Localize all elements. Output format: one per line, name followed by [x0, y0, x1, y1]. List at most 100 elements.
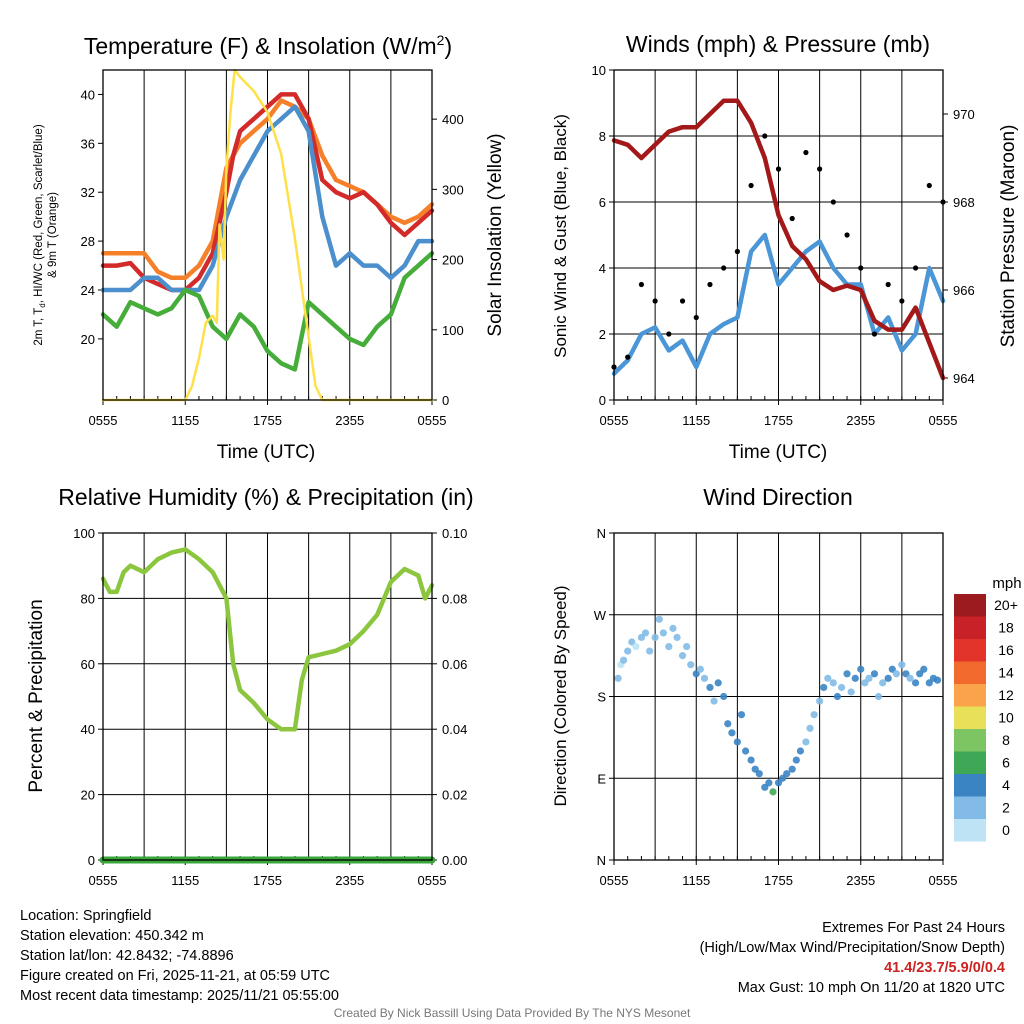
temp-x-tick-label: 1755	[253, 413, 282, 428]
direction-scatter-point	[710, 697, 718, 705]
wind-series-gust-point	[775, 166, 782, 172]
colorbar-label: 0	[1002, 822, 1010, 838]
extremes-info: Extremes For Past 24 Hours (High/Low/Max…	[700, 918, 1005, 998]
direction-scatter-point	[724, 720, 732, 728]
wind-y-right-tick-label: 966	[953, 283, 975, 298]
extremes-values: 41.4/23.7/5.9/0/0.4	[884, 960, 1005, 976]
rh-y-tick-label: 80	[81, 591, 95, 606]
direction-scatter-point	[646, 647, 654, 655]
temp-y-tick-label: 32	[81, 185, 95, 200]
direction-scatter-point	[933, 676, 942, 684]
colorbar-label: 14	[998, 665, 1014, 681]
wind-x-tick-label: 1155	[682, 413, 710, 428]
temp-y-tick-label: 40	[81, 87, 95, 102]
wind-series-gust-point	[844, 232, 850, 238]
colorbar-label: 4	[1002, 777, 1010, 793]
direction-scatter-point	[802, 738, 810, 746]
wind-x-tick-label: 0555	[600, 413, 629, 428]
direction-scatter-point	[806, 724, 814, 732]
temp-y-tick-label: 20	[81, 332, 95, 347]
direction-scatter-point	[837, 683, 846, 692]
direction-x-tick-label: 0555	[600, 873, 629, 888]
rh-x-tick-label: 1155	[171, 873, 199, 888]
wind-series-gust-point	[789, 215, 795, 222]
temp-x-tick-label: 2355	[335, 413, 364, 428]
svg-text:& 9m T (Orange): & 9m T (Orange)	[47, 192, 59, 278]
direction-scatter-point	[788, 765, 796, 773]
direction-scatter-point	[829, 679, 837, 687]
rh-y-tick-label: 20	[81, 788, 95, 803]
temp-x-tick-label: 0555	[418, 413, 447, 428]
wind-series-gust-point	[693, 314, 699, 321]
wind-series-gust-point	[721, 265, 727, 271]
colorbar-label: 6	[1002, 755, 1010, 771]
wind-y-tick-label: 0	[599, 393, 606, 408]
direction-scatter-point	[911, 679, 920, 687]
colorbar-label: 12	[998, 687, 1014, 703]
direction-scatter-point	[742, 747, 750, 755]
direction-scatter-point	[747, 756, 755, 764]
temp-y-axis-right-label: Solar Insolation (Yellow)	[485, 133, 506, 336]
colorbar-label: 10	[998, 710, 1014, 726]
extremes-legend: (High/Low/Max Wind/Precipitation/Snow De…	[699, 940, 1005, 956]
direction-scatter-point	[737, 711, 746, 719]
wind-y-axis-right-label: Station Pressure (Maroon)	[998, 125, 1019, 348]
temp-x-axis-label: Time (UTC)	[217, 442, 316, 463]
wind-x-tick-label: 2355	[846, 413, 875, 428]
direction-scatter-point	[820, 683, 828, 692]
temp-series-dew-point-line	[100, 251, 435, 372]
wind-y-right-tick-label: 964	[953, 371, 975, 386]
wind-series-gust-point	[652, 298, 658, 304]
rh-y-axis-label: Percent & Precipitation	[26, 599, 47, 792]
colorbar-title: mph	[992, 575, 1021, 592]
rh-plot-frame	[102, 532, 433, 861]
temp-series-2m-t-line	[100, 92, 435, 293]
colorbar-swatch	[954, 774, 986, 797]
direction-y-tick-label: N	[597, 853, 606, 868]
wind-series-gust-point	[803, 149, 809, 156]
direction-scatter-point	[796, 747, 805, 755]
wind-series-gust-point	[707, 281, 713, 288]
rh-y-right-tick-label: 0.06	[442, 657, 467, 672]
created-text: Figure created on Fri, 2025-11-21, at 05…	[20, 968, 331, 984]
wind-series-gust-point	[666, 331, 672, 337]
colorbar-swatch	[954, 729, 986, 752]
colorbar-swatch	[954, 661, 986, 684]
direction-scatter-point	[865, 674, 873, 682]
rh-series-relative-humidity-line	[100, 547, 435, 732]
rh-y-right-tick-label: 0.04	[442, 722, 467, 737]
colorbar-label: 20+	[994, 597, 1018, 613]
colorbar-label: 8	[1002, 732, 1010, 748]
elevation-text: Station elevation: 450.342 m	[20, 928, 204, 944]
direction-y-axis-label: Direction (Colored By Speed)	[551, 585, 570, 806]
wind-y-right-tick-label: 970	[953, 107, 975, 122]
direction-scatter-point	[874, 692, 883, 701]
wind-y-tick-label: 10	[592, 63, 606, 78]
direction-scatter-point	[843, 670, 851, 678]
temp-y-right-tick-label: 200	[442, 253, 464, 268]
colorbar-swatch	[954, 684, 986, 707]
rh-y-right-tick-label: 0.08	[442, 591, 467, 606]
direction-scatter-point	[706, 683, 714, 692]
direction-scatter-point	[816, 697, 824, 705]
direction-scatter-point	[847, 688, 855, 696]
wind-y-tick-label: 6	[599, 195, 606, 210]
wind-y-tick-label: 4	[599, 261, 606, 276]
direction-plot-frame	[613, 532, 944, 861]
direction-scatter-point	[824, 674, 832, 682]
wind-series-gust-point	[734, 248, 740, 255]
rh-x-tick-label: 1755	[253, 873, 282, 888]
colorbar-swatch	[954, 706, 986, 729]
wind-series-station-pressure-line	[611, 98, 946, 381]
direction-y-tick-label: E	[597, 771, 606, 786]
temp-plot-frame	[102, 69, 433, 401]
wind-y-tick-label: 8	[599, 129, 606, 144]
rh-y-tick-label: 40	[81, 722, 95, 737]
direction-scatter-point	[665, 642, 673, 651]
direction-scatter-point	[879, 679, 887, 687]
direction-scatter-point	[769, 788, 777, 796]
svg-text:2m T, Td, HI/WC (Red, Green, S: 2m T, Td, HI/WC (Red, Green, Scarlet/Blu…	[33, 124, 47, 345]
wind-series-gust-point	[748, 182, 754, 189]
wind-series-gust-point	[638, 281, 645, 288]
